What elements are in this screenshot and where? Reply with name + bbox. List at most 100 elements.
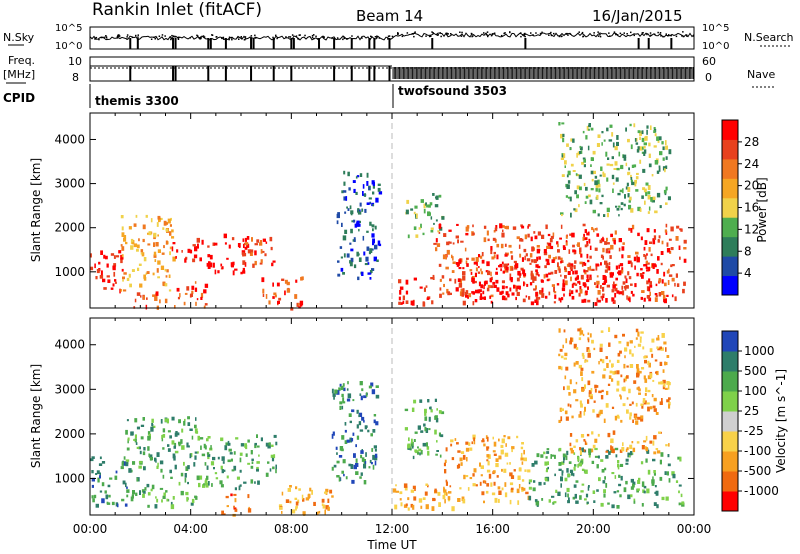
heatmap-cell-10 — [652, 440, 655, 446]
heatmap-cell-7 — [427, 399, 430, 403]
heatmap-cell-11 — [653, 235, 657, 240]
heatmap-cell-7 — [407, 443, 411, 449]
heatmap-cell-12 — [595, 265, 598, 271]
heatmap-cell-5 — [350, 464, 354, 469]
heatmap-cell-12 — [587, 286, 589, 290]
heatmap-cell-9 — [419, 286, 423, 289]
heatmap-cell-11 — [620, 374, 623, 378]
heatmap-cell-1 — [126, 419, 129, 422]
heatmap-cell-9 — [528, 482, 531, 485]
heatmap-cell-8 — [509, 462, 511, 465]
heatmap-cell-3 — [185, 256, 188, 260]
heatmap-cell-11 — [504, 297, 508, 301]
heatmap-cell-11 — [569, 340, 572, 345]
noise-point — [174, 36, 176, 38]
heatmap-cell-9 — [538, 481, 542, 486]
heatmap-cell-5 — [346, 439, 350, 443]
heatmap-cell-11 — [587, 267, 590, 271]
heatmap-cell-8 — [484, 480, 487, 484]
heatmap-cell-1 — [135, 442, 138, 445]
heatmap-cell-11 — [435, 238, 438, 243]
noise-point — [94, 38, 96, 40]
heatmap-cell-11 — [579, 327, 582, 332]
heatmap-cell-12 — [619, 291, 623, 295]
heatmap-cell-1 — [185, 491, 189, 496]
heatmap-cell-9 — [659, 476, 663, 481]
heatmap-cell-11 — [645, 387, 648, 393]
noise-point — [445, 33, 448, 36]
heatmap-cell-11 — [644, 359, 647, 364]
heatmap-cell-13 — [650, 125, 652, 130]
heatmap-cell-11 — [628, 227, 631, 231]
heatmap-cell-1 — [150, 488, 153, 492]
heatmap-cell-11 — [494, 238, 497, 243]
heatmap-cell-12 — [536, 301, 539, 306]
heatmap-cell-1 — [161, 434, 163, 439]
heatmap-cell-5 — [355, 471, 359, 475]
heatmap-cell-13 — [630, 174, 632, 178]
heatmap-cell-8 — [507, 436, 511, 440]
noise-point — [285, 36, 287, 38]
heatmap-cell-9 — [617, 463, 619, 468]
heatmap-cell-13 — [576, 152, 578, 158]
noise-point — [413, 35, 415, 38]
heatmap-cell-11 — [560, 355, 564, 359]
noise-point — [535, 32, 537, 34]
noise-point — [215, 36, 218, 38]
nave-tick-low: 0 — [705, 71, 712, 84]
heatmap-cell-1 — [193, 462, 196, 467]
noise-point — [172, 35, 175, 37]
heatmap-cell-7 — [275, 294, 277, 298]
heatmap-cell-11 — [570, 337, 573, 343]
heatmap-cell-13 — [611, 132, 614, 137]
heatmap-cell-13 — [648, 206, 651, 211]
noise-point — [558, 35, 561, 38]
heatmap-cell-0 — [120, 258, 123, 264]
heatmap-cell-4 — [322, 504, 326, 509]
heatmap-cell-11 — [575, 347, 579, 350]
heatmap-cell-7 — [419, 399, 423, 403]
heatmap-cell-11 — [471, 276, 475, 280]
heatmap-cell-11 — [660, 381, 664, 385]
heatmap-cell-12 — [505, 291, 509, 296]
heatmap-cell-3 — [192, 244, 196, 247]
heatmap-cell-11 — [638, 392, 641, 395]
heatmap-cell-11 — [583, 233, 585, 237]
heatmap-cell-8 — [509, 482, 514, 486]
heatmap-cell-1 — [170, 217, 172, 221]
heatmap-cell-13 — [590, 127, 594, 131]
heatmap-cell-0 — [95, 473, 98, 475]
heatmap-cell-7 — [295, 279, 298, 283]
heatmap-cell-11 — [666, 248, 671, 253]
heatmap-cell-2 — [220, 437, 224, 442]
noise-point — [582, 35, 584, 38]
heatmap-cell-8 — [493, 441, 497, 447]
heatmap-cell-4 — [318, 510, 321, 514]
heatmap-cell-0 — [103, 254, 106, 259]
heatmap-cell-13 — [617, 192, 621, 196]
heatmap-cell-8 — [467, 487, 470, 491]
heatmap-cell-0 — [115, 502, 119, 507]
heatmap-cell-12 — [530, 301, 535, 306]
heatmap-cell-11 — [657, 335, 660, 339]
heatmap-cell-12 — [562, 287, 566, 292]
heatmap-cell-12 — [616, 290, 620, 294]
heatmap-cell-2 — [206, 465, 209, 470]
heatmap-cell-4 — [204, 283, 209, 288]
heatmap-cell-2 — [206, 475, 209, 480]
heatmap-cell-11 — [605, 264, 609, 269]
heatmap-cell-9 — [550, 454, 552, 459]
heatmap-cell-1 — [164, 283, 168, 287]
heatmap-cell-6 — [254, 250, 257, 256]
noise-point — [485, 34, 488, 36]
heatmap-cell-9 — [672, 473, 676, 479]
heatmap-cell-11 — [516, 291, 520, 296]
heatmap-cell-13 — [641, 137, 645, 143]
heatmap-cell-11 — [656, 370, 659, 376]
heatmap-cell-4 — [329, 489, 333, 494]
heatmap-cell-11 — [676, 283, 680, 287]
heatmap-cell-1 — [149, 456, 153, 461]
heatmap-cell-0 — [124, 503, 128, 507]
heatmap-cell-11 — [586, 241, 588, 245]
heatmap-cell-1 — [174, 432, 178, 437]
